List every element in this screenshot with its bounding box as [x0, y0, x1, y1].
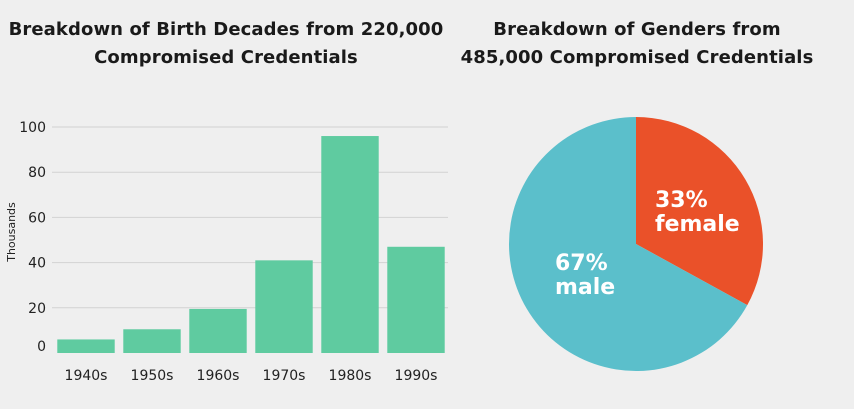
- pie-chart-title: Breakdown of Genders from 485,000 Compro…: [452, 16, 822, 72]
- bar-1940s: [57, 339, 115, 353]
- pie-label-female-name: female: [655, 212, 740, 237]
- pie-chart-title-line1: Breakdown of Genders from: [493, 19, 781, 40]
- pie-label-female-pct: 33%: [655, 188, 708, 213]
- bar-1950s: [123, 329, 181, 353]
- y-tick-label: 100: [19, 120, 46, 136]
- bar-chart-title-line1: Breakdown of Birth Decades from 220,000: [8, 19, 444, 40]
- x-tick-label: 1990s: [395, 368, 438, 384]
- y-tick-label: 80: [28, 165, 46, 181]
- bar-1980s: [321, 136, 379, 353]
- x-tick-label: 1980s: [329, 368, 372, 384]
- x-tick-label: 1960s: [197, 368, 240, 384]
- y-axis-label: Thousands: [5, 202, 18, 263]
- y-tick-label: 40: [28, 256, 46, 272]
- bar-1970s: [255, 260, 313, 353]
- y-tick-label: 0: [37, 339, 46, 355]
- pie-label-male-pct: 67%: [555, 251, 608, 276]
- x-tick-label: 1970s: [263, 368, 306, 384]
- bar-x-ticks: 1940s 1950s 1960s 1970s 1980s 1990s: [65, 368, 438, 384]
- y-tick-label: 60: [28, 210, 46, 226]
- x-tick-label: 1940s: [65, 368, 108, 384]
- bar-y-ticks: 0 20 40 60 80 100: [19, 120, 46, 355]
- bar-chart-title: Breakdown of Birth Decades from 220,000 …: [0, 16, 452, 72]
- pie-labels: 33%female 67%male: [555, 188, 740, 300]
- bar-chart-title-line2: Compromised Credentials: [94, 47, 358, 68]
- bar-1960s: [189, 308, 247, 353]
- pie-chart-title-line2: 485,000 Compromised Credentials: [460, 47, 814, 68]
- pie-slices: [508, 117, 763, 371]
- bar-1990s: [387, 246, 445, 353]
- y-tick-label: 20: [28, 301, 46, 317]
- pie-slice-female: [636, 117, 763, 306]
- pie-label-male-name: male: [555, 275, 615, 300]
- x-tick-label: 1950s: [131, 368, 174, 384]
- pie-slice-male: [508, 117, 748, 371]
- bar-gridlines: [52, 126, 448, 309]
- bar-series: [57, 136, 445, 353]
